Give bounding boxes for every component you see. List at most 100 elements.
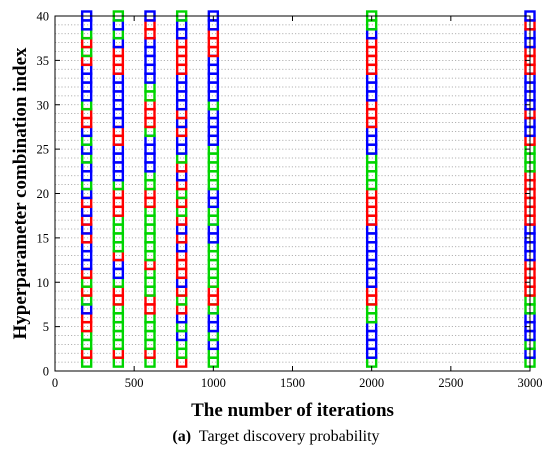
- data-point-marker: [144, 338, 156, 351]
- data-point-marker: [80, 241, 93, 253]
- data-point-marker: [365, 90, 378, 102]
- data-point-marker: [144, 28, 156, 40]
- data-point-marker: [112, 81, 125, 93]
- data-point-marker: [175, 134, 188, 146]
- data-point-marker: [80, 90, 93, 102]
- x-axis-label: The number of iterations: [191, 400, 394, 421]
- data-point-marker: [112, 249, 125, 262]
- data-point-marker: [112, 36, 125, 49]
- data-point-marker: [365, 28, 378, 40]
- data-point-marker: [365, 19, 378, 31]
- y-tick-label: 20: [37, 187, 50, 201]
- data-point-marker: [207, 285, 220, 297]
- data-point-marker: [365, 294, 378, 306]
- data-point-marker: [365, 134, 378, 146]
- data-point-marker: [365, 143, 378, 155]
- y-tick-label: 10: [37, 276, 50, 290]
- axis-ticks: 0 500 1000 1500 2000 2500 3000 0 5 10 15 20 25 30 35 40: [37, 10, 543, 391]
- data-point-marker: [365, 205, 378, 217]
- data-point-marker: [175, 285, 188, 297]
- data-point-marker: [175, 125, 188, 138]
- data-point-marker: [80, 338, 93, 351]
- data-point-marker: [80, 19, 93, 31]
- data-point-marker: [80, 294, 93, 306]
- data-point-marker: [80, 36, 93, 49]
- data-point-marker: [365, 329, 378, 342]
- data-point-marker: [112, 347, 125, 359]
- data-point-marker: [365, 45, 378, 58]
- data-point-marker: [80, 232, 93, 244]
- data-point-marker: [207, 143, 220, 155]
- data-point-marker: [144, 36, 156, 49]
- data-point-marker: [175, 81, 188, 93]
- data-point-marker: [207, 63, 220, 75]
- data-point-marker: [144, 63, 156, 75]
- data-point-marker: [144, 241, 156, 253]
- data-point-marker: [175, 36, 188, 49]
- y-tick-label: 5: [43, 320, 49, 334]
- data-point-marker: [144, 19, 156, 31]
- data-point-marker: [175, 294, 188, 306]
- data-point-marker: [144, 223, 156, 235]
- data-point-marker: [80, 116, 93, 129]
- data-point-marker: [144, 267, 156, 280]
- data-point-marker: [365, 196, 378, 209]
- data-point-marker: [365, 170, 378, 182]
- data-point-marker: [112, 214, 125, 226]
- data-point-marker: [175, 258, 188, 271]
- data-point-marker: [365, 338, 378, 351]
- data-point-marker: [80, 107, 93, 120]
- data-point-marker: [112, 99, 125, 111]
- data-point-marker: [112, 196, 125, 209]
- data-point-marker: [80, 143, 93, 155]
- data-point-marker: [175, 347, 188, 359]
- data-point-marker: [365, 178, 378, 191]
- data-point-marker: [112, 178, 125, 191]
- data-point-marker: [365, 258, 378, 271]
- data-point-marker: [80, 356, 93, 368]
- data-point-marker: [80, 45, 93, 58]
- data-point-marker: [112, 258, 125, 271]
- data-point-marker: [207, 312, 220, 324]
- data-point-marker: [144, 312, 156, 324]
- data-point-marker: [144, 170, 156, 182]
- data-point-marker: [80, 125, 93, 138]
- data-point-marker: [112, 28, 125, 40]
- y-tick-label: 25: [37, 143, 50, 157]
- data-point-marker: [144, 320, 156, 333]
- data-point-marker: [144, 143, 156, 155]
- data-point-marker: [80, 223, 93, 235]
- data-point-marker: [112, 223, 125, 235]
- data-point-marker: [175, 63, 188, 75]
- data-point-marker: [112, 285, 125, 297]
- data-point-marker: [207, 347, 220, 359]
- data-point-marker: [80, 161, 93, 173]
- data-point-marker: [144, 161, 156, 173]
- data-point-marker: [175, 232, 188, 244]
- data-point-marker: [80, 178, 93, 191]
- data-point-marker: [175, 223, 188, 235]
- data-point-marker: [207, 178, 220, 191]
- data-point-marker: [365, 303, 378, 315]
- data-point-marker: [112, 338, 125, 351]
- data-point-marker: [207, 125, 220, 138]
- data-point-marker: [207, 99, 220, 111]
- data-point-marker: [365, 36, 378, 49]
- data-point-marker: [144, 232, 156, 244]
- data-point-marker: [207, 196, 220, 209]
- data-point-marker: [80, 329, 93, 342]
- data-point-marker: [80, 81, 93, 93]
- data-point-marker: [175, 205, 188, 217]
- data-point-marker: [175, 214, 188, 226]
- data-point-marker: [365, 285, 378, 297]
- data-point-marker: [112, 143, 125, 155]
- data-point-marker: [207, 276, 220, 288]
- data-point-marker: [365, 312, 378, 324]
- data-point-marker: [112, 312, 125, 324]
- data-point-marker: [112, 320, 125, 333]
- x-tick-label: 2000: [359, 376, 384, 390]
- data-point-marker: [112, 303, 125, 315]
- data-point-marker: [80, 320, 93, 333]
- data-point-marker: [175, 312, 188, 324]
- data-point-marker: [144, 81, 156, 93]
